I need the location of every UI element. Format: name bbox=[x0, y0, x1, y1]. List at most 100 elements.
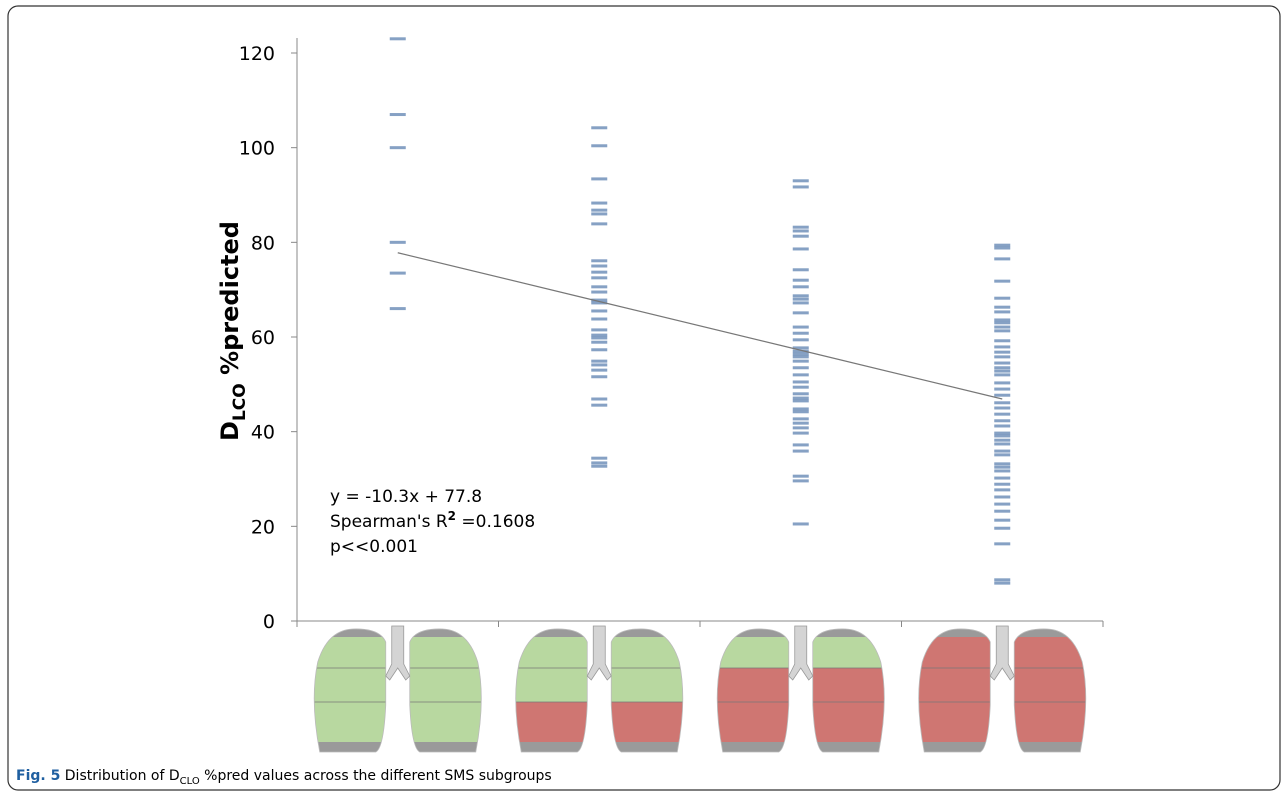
strip-mark bbox=[994, 465, 1011, 469]
lung-outline bbox=[313, 628, 482, 753]
r-value: =0.1608 bbox=[456, 512, 535, 532]
strip-mark bbox=[591, 403, 608, 407]
y-tick-label: 120 bbox=[239, 43, 275, 65]
strip-mark bbox=[792, 285, 809, 289]
strip-mark bbox=[792, 234, 809, 238]
strip-mark bbox=[994, 424, 1011, 428]
strip-mark bbox=[792, 380, 809, 384]
caption-text: %pred values across the different SMS su… bbox=[200, 768, 552, 784]
strip-mark bbox=[792, 421, 809, 425]
strip-mark bbox=[792, 426, 809, 430]
strip-mark bbox=[994, 495, 1011, 499]
strip-mark bbox=[994, 462, 1011, 466]
strip-mark bbox=[792, 325, 809, 329]
strip-mark bbox=[994, 476, 1011, 480]
strip-mark bbox=[994, 434, 1011, 438]
y-label-rest: %predicted bbox=[216, 221, 244, 383]
strip-mark bbox=[994, 329, 1011, 333]
strip-mark bbox=[591, 397, 608, 401]
strip-mark bbox=[792, 417, 809, 421]
strip-mark bbox=[591, 177, 608, 181]
strip-mark bbox=[994, 419, 1011, 423]
lung-outline bbox=[515, 628, 684, 753]
strip-mark bbox=[389, 271, 406, 275]
strip-mark bbox=[591, 276, 608, 280]
strip-mark bbox=[994, 305, 1011, 309]
strip-mark bbox=[994, 438, 1011, 442]
strip-mark bbox=[591, 375, 608, 379]
strip-mark bbox=[994, 449, 1011, 453]
strip-mark bbox=[591, 348, 608, 352]
strip-mark bbox=[591, 301, 608, 305]
p-value: p<<0.001 bbox=[330, 537, 418, 557]
y-axis-label: DLCO %predicted bbox=[216, 221, 250, 441]
strip-mark bbox=[792, 410, 809, 414]
strip-mark bbox=[994, 318, 1011, 322]
lung-base bbox=[717, 742, 885, 752]
strip-mark bbox=[792, 268, 809, 272]
strip-mark bbox=[994, 578, 1011, 582]
strip-mark bbox=[994, 243, 1011, 247]
strip-mark bbox=[994, 310, 1011, 314]
strip-mark bbox=[591, 340, 608, 344]
strip-mark bbox=[591, 368, 608, 372]
caption-sub: CLO bbox=[180, 776, 200, 787]
strip-mark bbox=[792, 399, 809, 403]
lung-outline bbox=[716, 628, 885, 753]
equation: y = -10.3x + 77.8 bbox=[330, 487, 482, 507]
r-label: Spearman's R bbox=[330, 512, 448, 532]
y-label-main: D bbox=[216, 421, 244, 441]
strip-mark bbox=[994, 257, 1011, 261]
y-tick-label: 20 bbox=[251, 516, 275, 538]
lung-affected bbox=[515, 702, 683, 742]
strip-mark bbox=[792, 392, 809, 396]
strip-mark bbox=[994, 518, 1011, 522]
trachea bbox=[788, 625, 814, 681]
strip-mark bbox=[591, 212, 608, 216]
strip-mark bbox=[792, 311, 809, 315]
strip-mark bbox=[389, 307, 406, 311]
strip-mark bbox=[591, 290, 608, 294]
strip-mark bbox=[591, 298, 608, 302]
strip-mark bbox=[994, 369, 1011, 373]
strip-mark bbox=[792, 338, 809, 342]
strip-mark bbox=[792, 373, 809, 377]
y-label-sub: LCO bbox=[230, 383, 250, 421]
lung-outline bbox=[918, 628, 1087, 753]
strip-mark bbox=[591, 222, 608, 226]
strip-mark bbox=[792, 443, 809, 447]
strip-mark bbox=[994, 366, 1011, 370]
lung-affected bbox=[717, 668, 885, 742]
frame bbox=[7, 5, 1281, 791]
strip-mark bbox=[591, 264, 608, 268]
strip-mark bbox=[792, 431, 809, 435]
strip-mark bbox=[994, 393, 1011, 397]
strip-mark bbox=[792, 385, 809, 389]
r-sup: 2 bbox=[448, 509, 456, 523]
strip-mark bbox=[994, 345, 1011, 349]
strip-mark bbox=[994, 373, 1011, 377]
strip-mark bbox=[389, 240, 406, 244]
strip-mark bbox=[591, 328, 608, 332]
strip-mark bbox=[591, 144, 608, 148]
strip-mark bbox=[994, 355, 1011, 359]
strip-mark bbox=[792, 352, 809, 356]
y-tick-label: 0 bbox=[263, 611, 275, 633]
strip-mark bbox=[792, 247, 809, 251]
strip-mark bbox=[591, 208, 608, 212]
trachea bbox=[586, 625, 612, 681]
strip-mark bbox=[994, 339, 1011, 343]
strip-mark bbox=[389, 37, 406, 41]
strip-mark bbox=[994, 502, 1011, 506]
strip-mark bbox=[994, 509, 1011, 513]
trend-line bbox=[397, 252, 1003, 400]
strip-mark bbox=[792, 396, 809, 400]
y-tick-label: 60 bbox=[251, 327, 275, 349]
strip-mark bbox=[591, 259, 608, 263]
strip-mark bbox=[591, 333, 608, 337]
strip-mark bbox=[591, 201, 608, 205]
strip-mark bbox=[591, 456, 608, 460]
strip-mark bbox=[994, 381, 1011, 385]
strip-mark bbox=[792, 301, 809, 305]
strip-mark bbox=[994, 412, 1011, 416]
